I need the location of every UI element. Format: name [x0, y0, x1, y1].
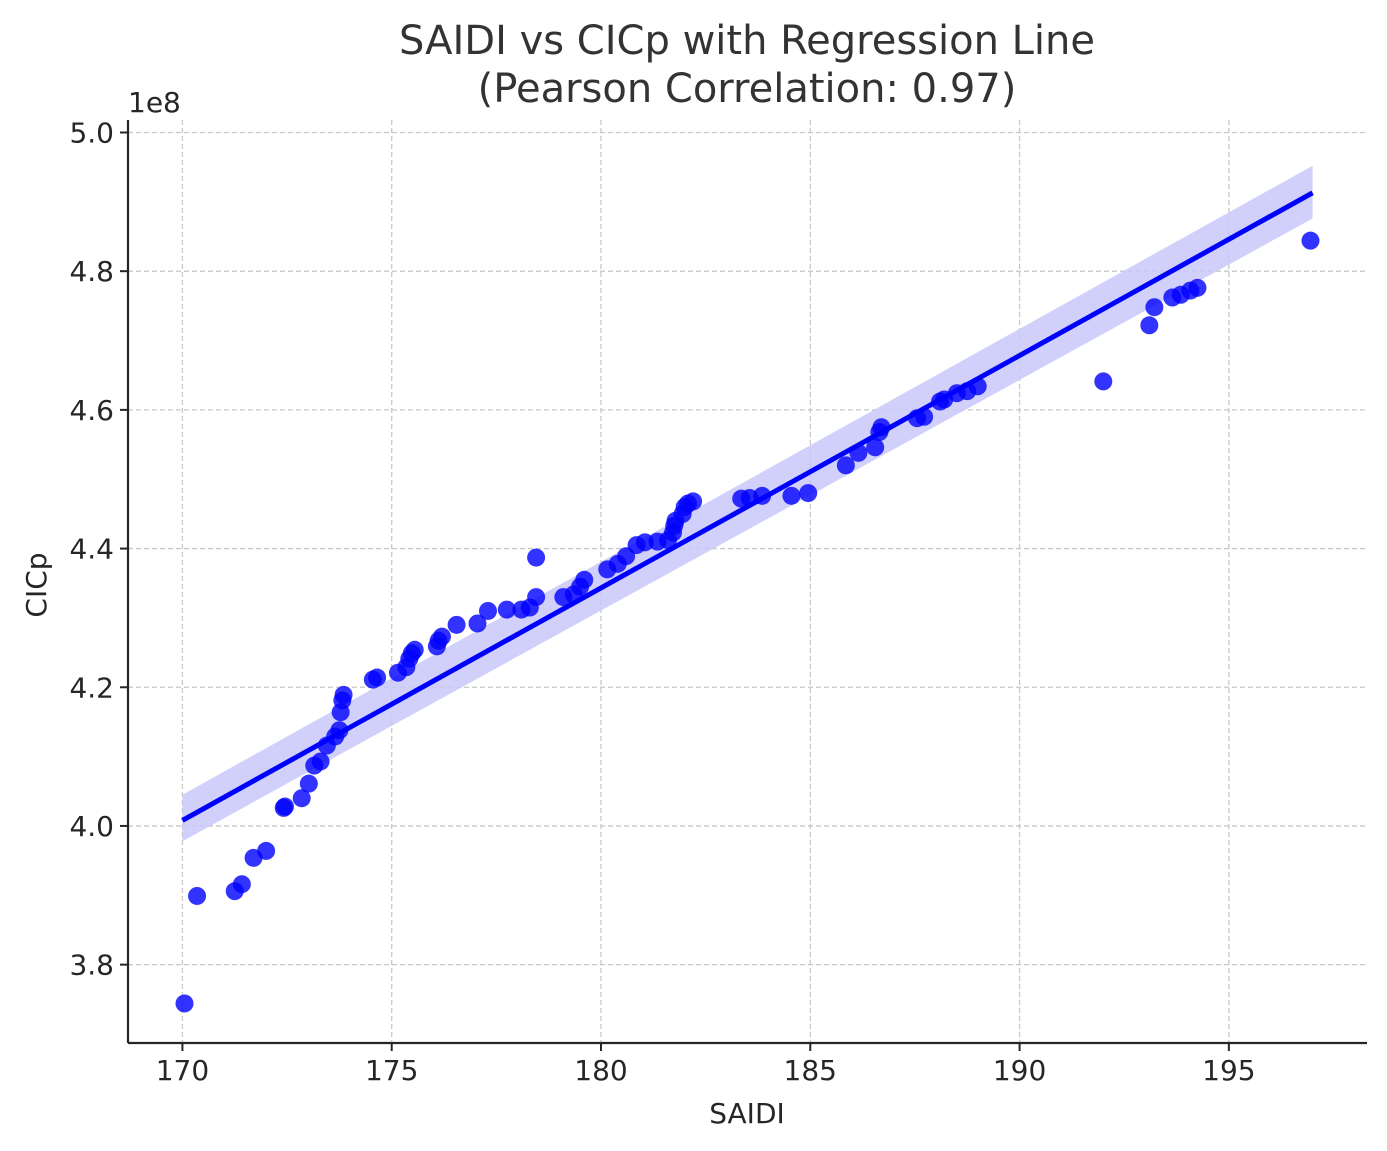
data-point: [405, 640, 424, 659]
axes: [126, 120, 1367, 1045]
regression-line: [181, 190, 1314, 823]
data-point: [527, 588, 546, 607]
x-tick-label: 195: [1202, 1054, 1255, 1087]
data-point: [432, 627, 451, 646]
y-tick-label: 4.6: [69, 394, 114, 427]
data-point: [447, 615, 466, 634]
y-offset-text: 1e8: [128, 86, 181, 119]
x-axis-label: SAIDI: [709, 1097, 785, 1130]
data-point: [257, 841, 276, 860]
data-point: [684, 492, 703, 511]
x-tick-label: 185: [784, 1054, 837, 1087]
chart-title-line2: (Pearson Correlation: 0.97): [478, 66, 1017, 112]
data-point: [188, 886, 207, 905]
data-point: [1140, 316, 1159, 335]
tick-labels: 170 175 180 185 190 195 3.8 4.0 4.2 4.4 4.6 4.8 5.0: [69, 116, 1255, 1087]
y-tick-label: 4.8: [69, 255, 114, 288]
data-point: [1301, 231, 1320, 250]
data-point: [1145, 298, 1164, 317]
regression-line-group: [181, 190, 1314, 823]
data-point: [292, 789, 311, 808]
data-point: [782, 486, 801, 505]
data-point: [232, 875, 251, 894]
data-point: [478, 601, 497, 620]
data-point: [275, 797, 294, 816]
data-point: [527, 548, 546, 567]
data-point: [575, 570, 594, 589]
grid: [128, 120, 1367, 1043]
y-tick-label: 4.0: [69, 810, 114, 843]
x-tick-label: 170: [156, 1054, 209, 1087]
y-axis-label: CICp: [20, 552, 53, 617]
data-point: [299, 774, 318, 793]
data-point: [368, 668, 387, 687]
data-point: [175, 994, 194, 1013]
y-tick-label: 4.2: [69, 671, 114, 704]
data-point: [836, 456, 855, 475]
x-tick-label: 175: [365, 1054, 418, 1087]
chart-title-line1: SAIDI vs CICp with Regression Line: [399, 18, 1095, 64]
data-point: [799, 484, 818, 503]
x-tick-label: 180: [574, 1054, 627, 1087]
data-point: [334, 685, 353, 704]
data-point: [468, 614, 487, 633]
data-point: [1188, 278, 1207, 297]
data-point: [866, 438, 885, 457]
y-tick-label: 4.4: [69, 533, 114, 566]
y-tick-label: 5.0: [69, 116, 114, 149]
data-point: [311, 752, 330, 771]
x-tick-label: 190: [993, 1054, 1046, 1087]
data-point: [1094, 372, 1113, 391]
data-point: [497, 600, 516, 619]
y-tick-label: 3.8: [69, 949, 114, 982]
